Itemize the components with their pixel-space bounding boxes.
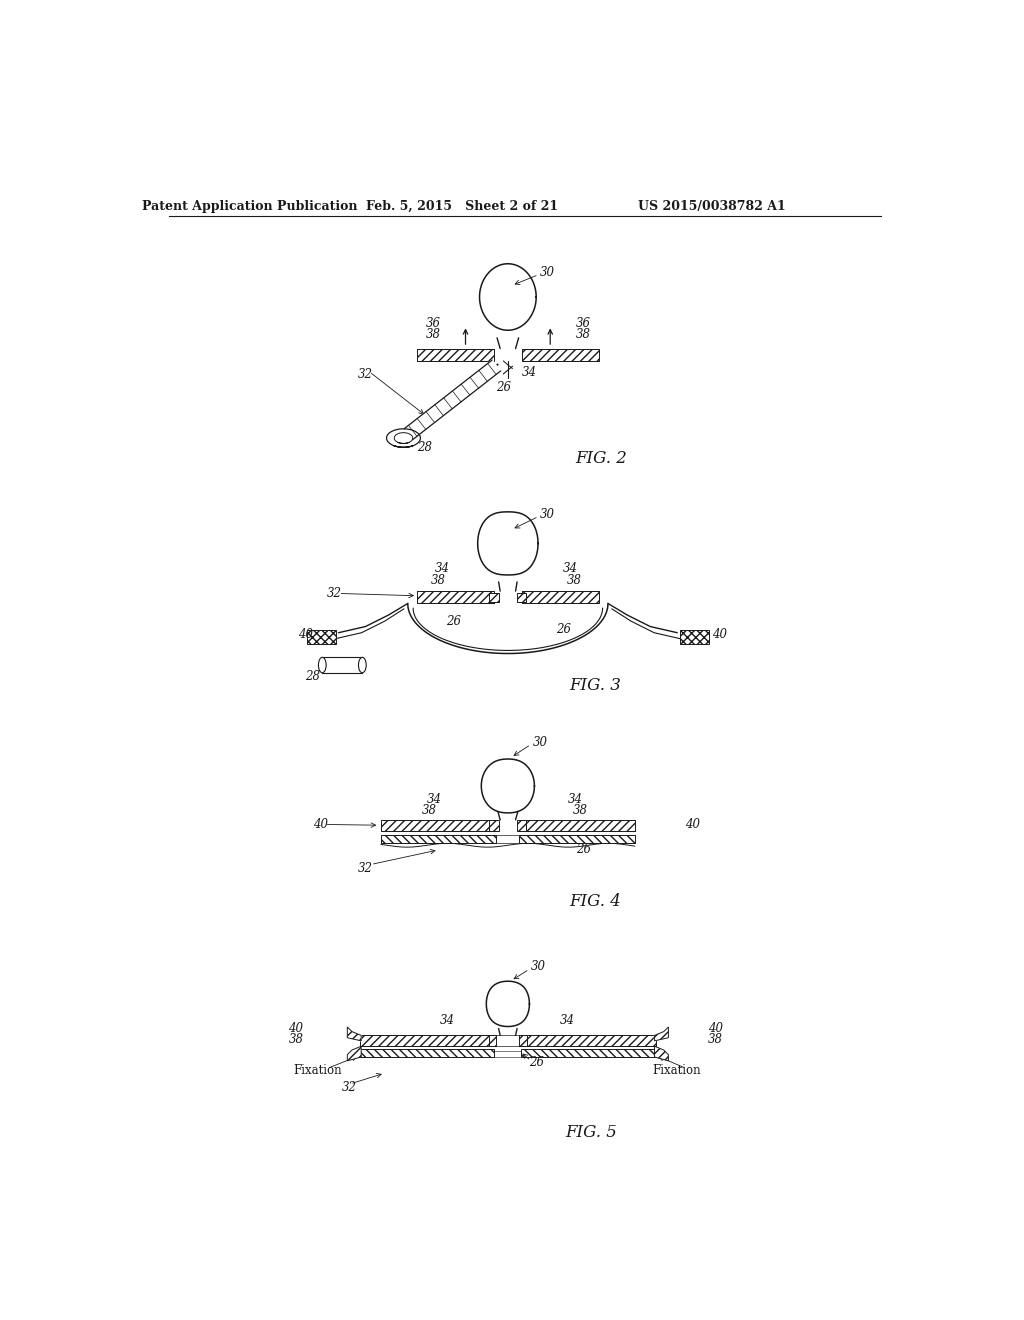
Text: 34: 34 bbox=[568, 792, 583, 805]
Text: 34: 34 bbox=[560, 1014, 575, 1027]
Text: 38: 38 bbox=[422, 804, 436, 817]
Bar bbox=[521, 1035, 656, 1047]
Bar bbox=[359, 1035, 495, 1047]
Text: Patent Application Publication: Patent Application Publication bbox=[142, 199, 357, 213]
Bar bbox=[680, 630, 709, 644]
Text: 36: 36 bbox=[425, 317, 440, 330]
Text: 38: 38 bbox=[708, 1032, 723, 1045]
Text: Fixation: Fixation bbox=[294, 1064, 342, 1077]
Polygon shape bbox=[654, 1027, 669, 1040]
Text: 40: 40 bbox=[313, 818, 328, 832]
Polygon shape bbox=[654, 1047, 669, 1061]
Text: 38: 38 bbox=[431, 574, 445, 587]
Text: 38: 38 bbox=[573, 804, 589, 817]
Text: Feb. 5, 2015   Sheet 2 of 21: Feb. 5, 2015 Sheet 2 of 21 bbox=[366, 199, 558, 213]
Bar bbox=[381, 820, 497, 830]
Text: 36: 36 bbox=[575, 317, 591, 330]
Bar bbox=[417, 348, 494, 360]
Polygon shape bbox=[347, 1047, 361, 1061]
Text: 34: 34 bbox=[521, 366, 537, 379]
Polygon shape bbox=[347, 1027, 361, 1040]
Bar bbox=[519, 1035, 527, 1047]
Text: 34: 34 bbox=[427, 792, 442, 805]
Text: 32: 32 bbox=[357, 862, 373, 875]
Text: 26: 26 bbox=[497, 380, 511, 393]
Text: Fixation: Fixation bbox=[652, 1064, 701, 1077]
Text: FIG. 3: FIG. 3 bbox=[569, 677, 622, 694]
Text: US 2015/0038782 A1: US 2015/0038782 A1 bbox=[638, 199, 785, 213]
Bar bbox=[489, 593, 499, 602]
Bar bbox=[521, 591, 599, 603]
Text: 30: 30 bbox=[532, 735, 548, 748]
Text: 28: 28 bbox=[418, 441, 432, 454]
Text: 32: 32 bbox=[327, 587, 342, 601]
Bar bbox=[359, 1049, 495, 1057]
Text: 30: 30 bbox=[541, 508, 555, 520]
Bar bbox=[517, 820, 526, 830]
Bar bbox=[517, 593, 526, 602]
Text: 38: 38 bbox=[289, 1032, 303, 1045]
Bar bbox=[381, 836, 497, 843]
Bar bbox=[521, 1049, 656, 1057]
Text: 38: 38 bbox=[567, 574, 583, 587]
Bar bbox=[521, 348, 599, 360]
Text: FIG. 2: FIG. 2 bbox=[575, 450, 628, 467]
Text: FIG. 4: FIG. 4 bbox=[569, 892, 622, 909]
Bar bbox=[488, 1035, 497, 1047]
Polygon shape bbox=[404, 360, 501, 440]
Text: 40: 40 bbox=[685, 818, 700, 832]
Bar bbox=[489, 820, 499, 830]
Text: 32: 32 bbox=[357, 367, 373, 380]
Text: 40: 40 bbox=[289, 1022, 303, 1035]
Text: 28: 28 bbox=[305, 671, 321, 684]
Text: 34: 34 bbox=[440, 1014, 455, 1027]
Text: 26: 26 bbox=[575, 843, 591, 857]
Text: 40: 40 bbox=[712, 628, 727, 640]
Text: 34: 34 bbox=[563, 561, 579, 574]
Text: 26: 26 bbox=[556, 623, 570, 636]
Text: 40: 40 bbox=[708, 1022, 723, 1035]
Text: 34: 34 bbox=[435, 561, 450, 574]
Text: 30: 30 bbox=[531, 961, 546, 973]
Text: FIG. 5: FIG. 5 bbox=[565, 1123, 617, 1140]
Bar bbox=[417, 591, 494, 603]
Bar bbox=[307, 630, 336, 644]
Polygon shape bbox=[654, 1027, 669, 1040]
Text: 40: 40 bbox=[298, 628, 313, 640]
Text: 38: 38 bbox=[575, 329, 591, 342]
Text: 26: 26 bbox=[529, 1056, 545, 1069]
Ellipse shape bbox=[358, 657, 367, 673]
Ellipse shape bbox=[318, 657, 326, 673]
Text: 38: 38 bbox=[425, 329, 440, 342]
Bar bbox=[519, 836, 635, 843]
Text: 30: 30 bbox=[541, 265, 555, 279]
Bar bbox=[519, 820, 635, 830]
Text: 26: 26 bbox=[446, 615, 461, 628]
Text: 32: 32 bbox=[342, 1081, 357, 1093]
Polygon shape bbox=[347, 1027, 361, 1040]
